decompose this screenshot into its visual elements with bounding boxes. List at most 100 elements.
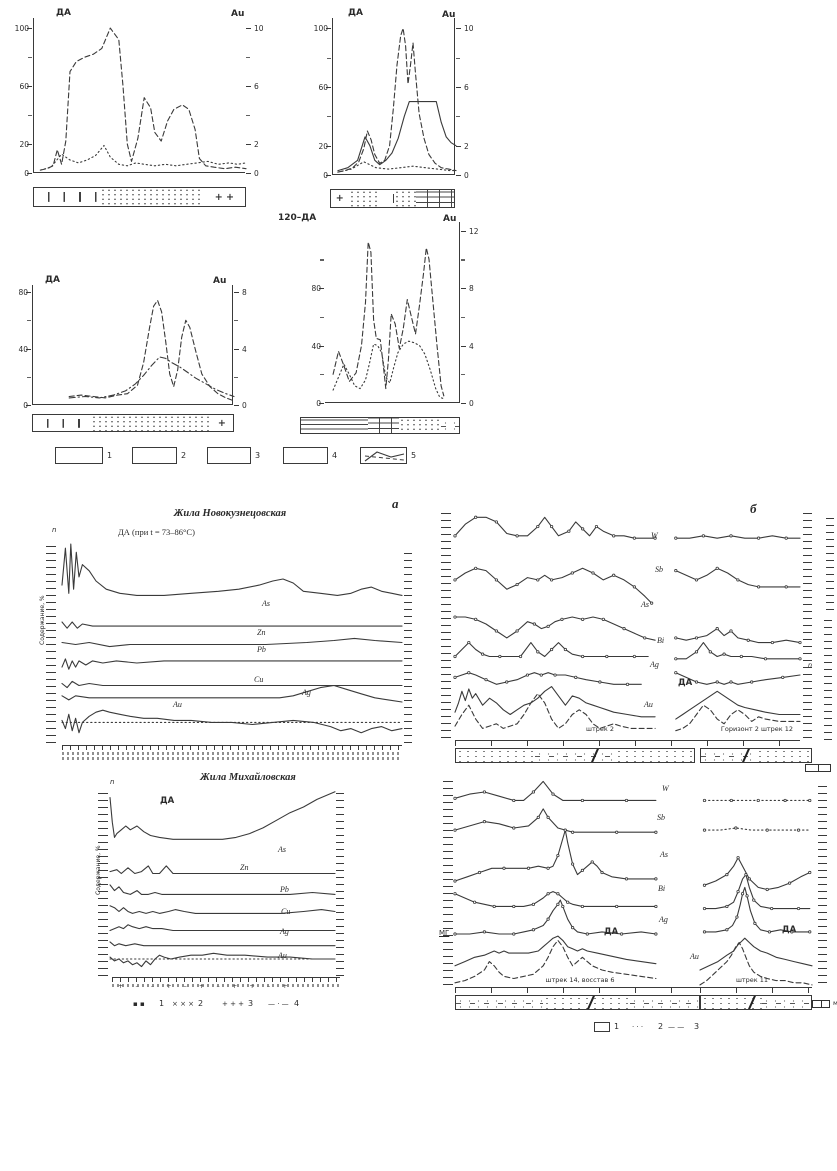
tick-column bbox=[404, 548, 412, 743]
chart-mr-plot bbox=[332, 241, 445, 400]
legend-symbol: ▪ ▪ bbox=[133, 1000, 145, 1008]
text-label: Bi bbox=[658, 884, 666, 893]
tick-label: 0 bbox=[323, 171, 328, 180]
tick-mark-minor bbox=[246, 57, 250, 59]
chart-tr bbox=[332, 18, 457, 175]
tick-label: 8 bbox=[469, 284, 474, 294]
tick-mark-minor bbox=[320, 316, 324, 318]
tick-label: 60 bbox=[318, 82, 328, 92]
text-label: W bbox=[651, 531, 658, 540]
tick-label: 0 bbox=[316, 399, 321, 408]
tick-mark bbox=[26, 292, 31, 294]
chart-mr bbox=[325, 222, 460, 403]
chart-b1 bbox=[453, 508, 802, 740]
legend-symbol: — — bbox=[668, 1023, 685, 1031]
tick-label: 60 bbox=[19, 82, 29, 92]
tick-column bbox=[336, 792, 344, 976]
legend-number: 2 bbox=[181, 451, 187, 460]
tick-label: 20 bbox=[19, 140, 29, 150]
tick-mark bbox=[26, 405, 31, 407]
chart-tr-plot bbox=[337, 27, 457, 173]
lithology-segment bbox=[542, 996, 630, 1009]
legend-number: 1 bbox=[107, 451, 113, 460]
lithology-segment bbox=[456, 996, 543, 1009]
chart-ml-plot bbox=[68, 299, 235, 402]
tick-column bbox=[443, 780, 453, 985]
axis-ticks bbox=[455, 741, 800, 746]
lithology-segment bbox=[756, 749, 811, 762]
strip-ml: + bbox=[32, 414, 234, 432]
text-label: Au bbox=[231, 9, 245, 19]
text-label: Pb bbox=[257, 645, 266, 654]
tick-label: 6 bbox=[254, 82, 259, 92]
text-label: ДА bbox=[782, 925, 797, 935]
legend-swatch-5 bbox=[360, 447, 407, 464]
tick-mark bbox=[246, 144, 251, 146]
text-label: n bbox=[52, 526, 57, 534]
chart-b2l bbox=[453, 775, 700, 987]
axis-ticks bbox=[455, 988, 700, 993]
legend-number: 3 bbox=[694, 1022, 700, 1031]
tick-mark bbox=[26, 348, 31, 350]
tick-label: 10 bbox=[254, 24, 264, 34]
tick-mark bbox=[27, 173, 32, 175]
axis-numbers-smudge bbox=[62, 751, 402, 755]
text-label: б bbox=[750, 501, 757, 516]
tick-label: 4 bbox=[242, 344, 247, 354]
text-label: Au bbox=[690, 952, 699, 961]
tick-label: 4 bbox=[469, 341, 474, 351]
tick-mark bbox=[27, 144, 32, 146]
text-label: As bbox=[641, 600, 649, 609]
lithology-segment bbox=[701, 996, 763, 1009]
tick-mark bbox=[456, 86, 461, 89]
text-label: Cu bbox=[254, 675, 264, 684]
tick-label: 20 bbox=[318, 141, 328, 151]
text-label: Au bbox=[442, 10, 456, 20]
text-label: As bbox=[660, 850, 668, 859]
axis-novo bbox=[62, 745, 402, 760]
tick-mark-minor bbox=[461, 374, 465, 376]
text-label: Ag bbox=[302, 688, 311, 697]
tick-label: 100 bbox=[313, 24, 328, 34]
text-label: Cu bbox=[281, 907, 291, 916]
lithology-segment bbox=[348, 190, 379, 207]
legend-symbol: + + + bbox=[222, 1000, 245, 1008]
tick-mark-minor bbox=[327, 116, 331, 118]
tick-mark bbox=[319, 288, 324, 290]
tick-column bbox=[803, 512, 812, 738]
text-label: Au bbox=[213, 276, 227, 286]
tick-mark bbox=[246, 86, 251, 88]
text-label: W bbox=[662, 784, 669, 793]
lithology-segment bbox=[33, 415, 91, 431]
tick-mark-minor bbox=[234, 376, 238, 378]
scalebar-2 bbox=[812, 1000, 830, 1008]
text-label: Жила Михайловская bbox=[200, 772, 296, 783]
lithology-segment bbox=[90, 415, 211, 431]
text-label: Bi bbox=[657, 636, 665, 645]
tick-label: 100 bbox=[14, 24, 29, 34]
axis-numbers-smudge bbox=[62, 756, 402, 760]
chart-novo bbox=[61, 540, 403, 745]
text-label: n bbox=[110, 778, 115, 786]
lithology-segment bbox=[399, 418, 442, 433]
axis-line bbox=[455, 740, 800, 741]
tick-mark bbox=[326, 28, 331, 30]
chart-b2r-plot bbox=[699, 798, 813, 986]
lithology-segment bbox=[535, 749, 615, 762]
axis-ticks bbox=[112, 978, 340, 982]
text-label: Au bbox=[644, 700, 653, 709]
tick-mark bbox=[461, 345, 466, 347]
legend-number: 1 bbox=[614, 1022, 620, 1031]
tick-column bbox=[826, 515, 834, 610]
tick-mark bbox=[234, 348, 239, 350]
tick-mark bbox=[461, 403, 466, 405]
text-label: ДА bbox=[56, 8, 71, 18]
legend-swatch-1 bbox=[55, 447, 103, 464]
tick-mark bbox=[27, 86, 32, 88]
text-label: Sb bbox=[655, 565, 663, 574]
legend-number: 3 bbox=[248, 999, 254, 1008]
legend-swatch-2 bbox=[132, 447, 177, 464]
axis-b1 bbox=[455, 740, 800, 746]
text-label: ДА bbox=[348, 8, 363, 18]
